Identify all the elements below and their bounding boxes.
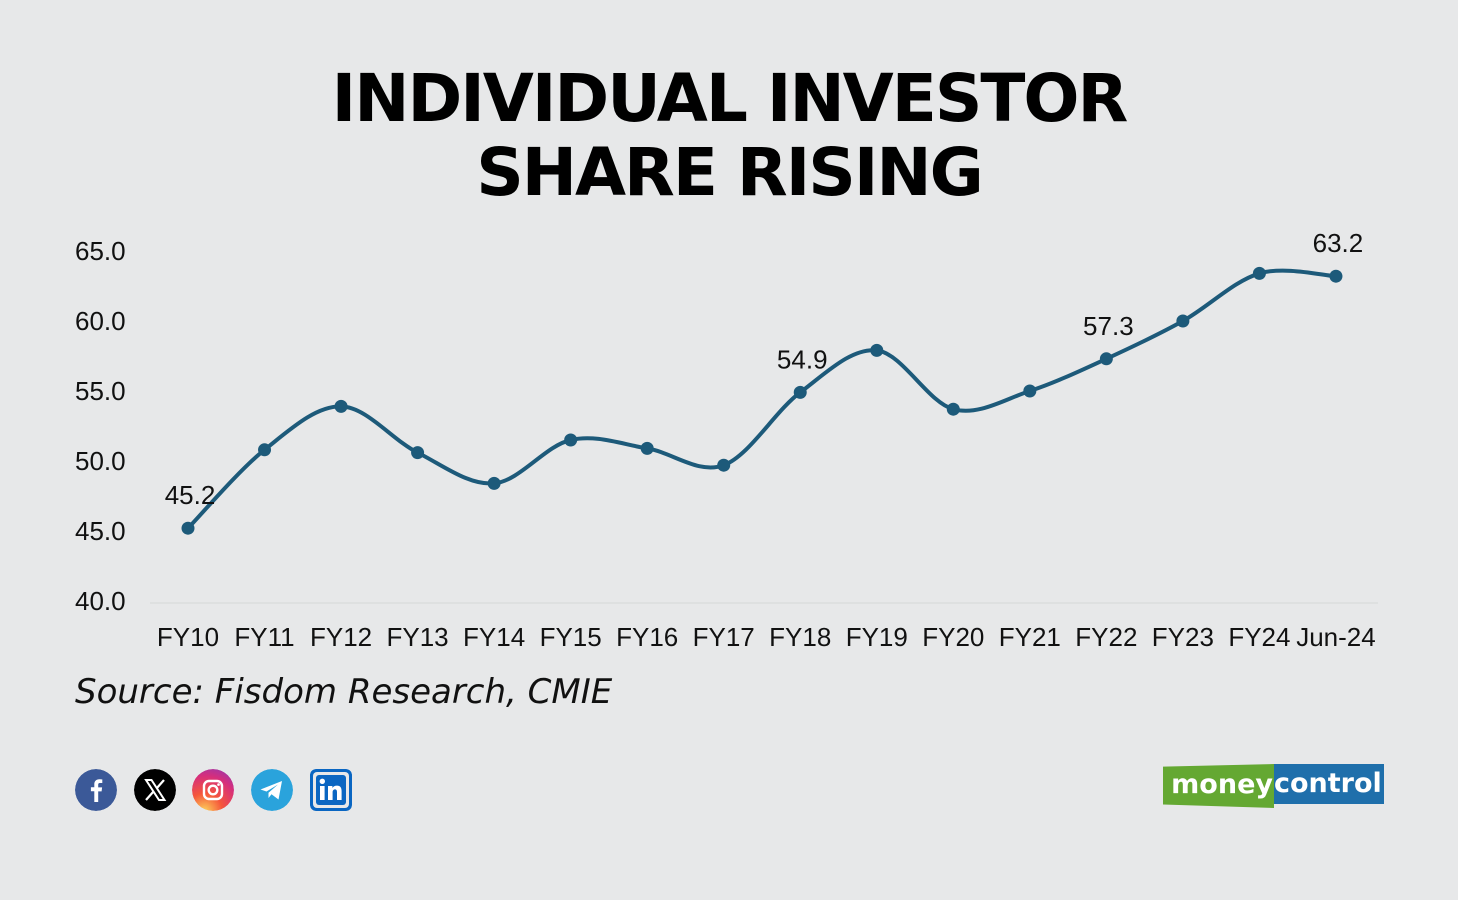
y-tick-label: 40.0 (75, 586, 126, 616)
data-point (1252, 266, 1266, 280)
x-tick-label: FY14 (463, 622, 525, 652)
data-point (1176, 314, 1190, 328)
x-tick-label: FY20 (922, 622, 984, 652)
x-tick-label: FY23 (1152, 622, 1214, 652)
y-tick-label: 45.0 (75, 516, 126, 546)
x-tick-label: FY18 (769, 622, 831, 652)
data-point (411, 446, 425, 460)
logo-control: control (1274, 764, 1384, 804)
x-tick-label: FY24 (1228, 622, 1290, 652)
x-tick-label: Jun-24 (1296, 622, 1376, 652)
series-line (186, 268, 1338, 531)
data-point (870, 343, 884, 357)
y-tick-label: 55.0 (75, 376, 126, 406)
data-point (640, 441, 654, 455)
x-tick-label: FY22 (1075, 622, 1137, 652)
chart-title: INDIVIDUAL INVESTOR SHARE RISING (0, 62, 1458, 210)
x-axis: FY10 FY11 FY12 FY13 FY14 FY15 FY16 FY17 FY18 FY19… (157, 622, 1376, 652)
x-tick-label: FY21 (999, 622, 1061, 652)
data-point (1329, 269, 1343, 283)
data-label: 45.2 (165, 480, 216, 510)
x-icon[interactable] (134, 769, 176, 811)
data-point (793, 385, 807, 399)
x-tick-label: FY15 (540, 622, 602, 652)
y-axis: 40.0 45.0 50.0 55.0 60.0 65.0 (75, 236, 126, 616)
x-tick-label: FY13 (387, 622, 449, 652)
data-point (564, 433, 578, 447)
x-tick-label: FY10 (157, 622, 219, 652)
x-tick-label: FY11 (234, 622, 294, 652)
x-tick-label: FY12 (310, 622, 372, 652)
data-label: 63.2 (1313, 228, 1364, 258)
x-tick-label: FY16 (616, 622, 678, 652)
title-line-2: SHARE RISING (476, 134, 984, 211)
logo-money: money (1163, 764, 1274, 808)
data-point (1099, 352, 1113, 366)
x-tick-label: FY19 (846, 622, 908, 652)
x-tick-label: FY17 (693, 622, 755, 652)
source-note: Source: Fisdom Research, CMIE (75, 672, 613, 712)
data-point (717, 458, 731, 472)
y-tick-label: 60.0 (75, 306, 126, 336)
data-point (487, 476, 501, 490)
data-point (334, 399, 348, 413)
data-label: 54.9 (777, 344, 828, 374)
data-point (1023, 384, 1037, 398)
y-tick-label: 65.0 (75, 236, 126, 266)
data-label: 57.3 (1083, 311, 1134, 341)
facebook-icon[interactable] (75, 769, 117, 811)
data-labels: 45.2 54.9 57.3 63.2 (165, 228, 1364, 510)
data-point (258, 443, 272, 457)
y-tick-label: 50.0 (75, 446, 126, 476)
data-point (946, 402, 960, 416)
telegram-icon[interactable] (251, 769, 293, 811)
moneycontrol-logo[interactable]: money control (1163, 764, 1384, 808)
instagram-icon[interactable] (192, 769, 234, 811)
title-line-1: INDIVIDUAL INVESTOR (331, 60, 1129, 137)
data-points (181, 266, 1343, 535)
data-point (181, 521, 195, 535)
linkedin-icon[interactable] (310, 769, 352, 811)
